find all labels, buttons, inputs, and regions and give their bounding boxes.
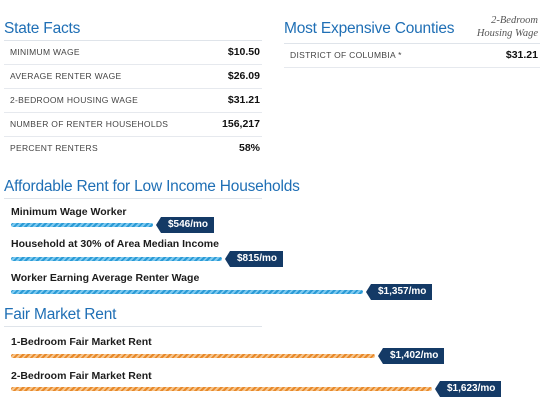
column-header-line: Housing Wage	[476, 28, 538, 39]
fact-value: $26.09	[227, 70, 260, 82]
affordable-rent-title: Affordable Rent for Low Income Household…	[4, 178, 300, 195]
column-header-line: 2-Bedroom	[491, 15, 538, 26]
fact-row-percent-renters: PERCENT RENTERS 58%	[4, 137, 262, 161]
fair-market-rent-title: Fair Market Rent	[4, 306, 117, 323]
fact-row-renter-households: NUMBER OF RENTER HOUSEHOLDS 156,217	[4, 113, 262, 137]
affordable-bar	[11, 257, 222, 261]
affordable-tag: $1,357/mo	[365, 284, 433, 300]
fact-value: $31.21	[227, 94, 260, 106]
fact-row-minimum-wage: MINIMUM WAGE $10.50	[4, 41, 262, 65]
state-facts-title: State Facts	[4, 20, 81, 37]
affordable-rent-divider	[4, 198, 262, 199]
market-bar	[11, 354, 375, 358]
market-tag: $1,402/mo	[377, 348, 445, 364]
expensive-counties-title: Most Expensive Counties	[284, 20, 455, 37]
affordable-bar	[11, 223, 153, 227]
market-bar	[11, 387, 432, 391]
affordable-tag: $546/mo	[155, 217, 215, 233]
bar-label-area-median-income: Household at 30% of Area Median Income	[11, 238, 219, 250]
housing-wage-column-header: 2-Bedroom Housing Wage	[448, 14, 538, 40]
counties-divider	[284, 43, 540, 44]
county-name: DISTRICT OF COLUMBIA *	[290, 50, 402, 60]
fact-label: 2-BEDROOM HOUSING WAGE	[10, 95, 139, 105]
fact-label: AVERAGE RENTER WAGE	[10, 71, 122, 81]
county-value: $31.21	[505, 49, 538, 61]
fact-label: MINIMUM WAGE	[10, 47, 80, 57]
fact-label: NUMBER OF RENTER HOUSEHOLDS	[10, 119, 169, 129]
affordable-tag: $815/mo	[224, 251, 284, 267]
market-tag: $1,623/mo	[434, 381, 502, 397]
bar-label-minimum-wage-worker: Minimum Wage Worker	[11, 206, 127, 218]
fact-row-average-renter-wage: AVERAGE RENTER WAGE $26.09	[4, 65, 262, 89]
affordable-bar	[11, 290, 363, 294]
state-facts-divider	[4, 40, 262, 41]
county-row: DISTRICT OF COLUMBIA * $31.21	[284, 44, 540, 68]
fair-market-rent-divider	[4, 326, 262, 327]
fact-label: PERCENT RENTERS	[10, 143, 98, 153]
bar-label-average-renter-wage: Worker Earning Average Renter Wage	[11, 272, 200, 284]
bar-label-2-bedroom: 2-Bedroom Fair Market Rent	[11, 370, 152, 382]
bar-label-1-bedroom: 1-Bedroom Fair Market Rent	[11, 336, 152, 348]
fact-value: $10.50	[227, 46, 260, 58]
fact-value: 58%	[238, 142, 260, 154]
fact-row-housing-wage: 2-BEDROOM HOUSING WAGE $31.21	[4, 89, 262, 113]
fact-value: 156,217	[222, 118, 260, 130]
